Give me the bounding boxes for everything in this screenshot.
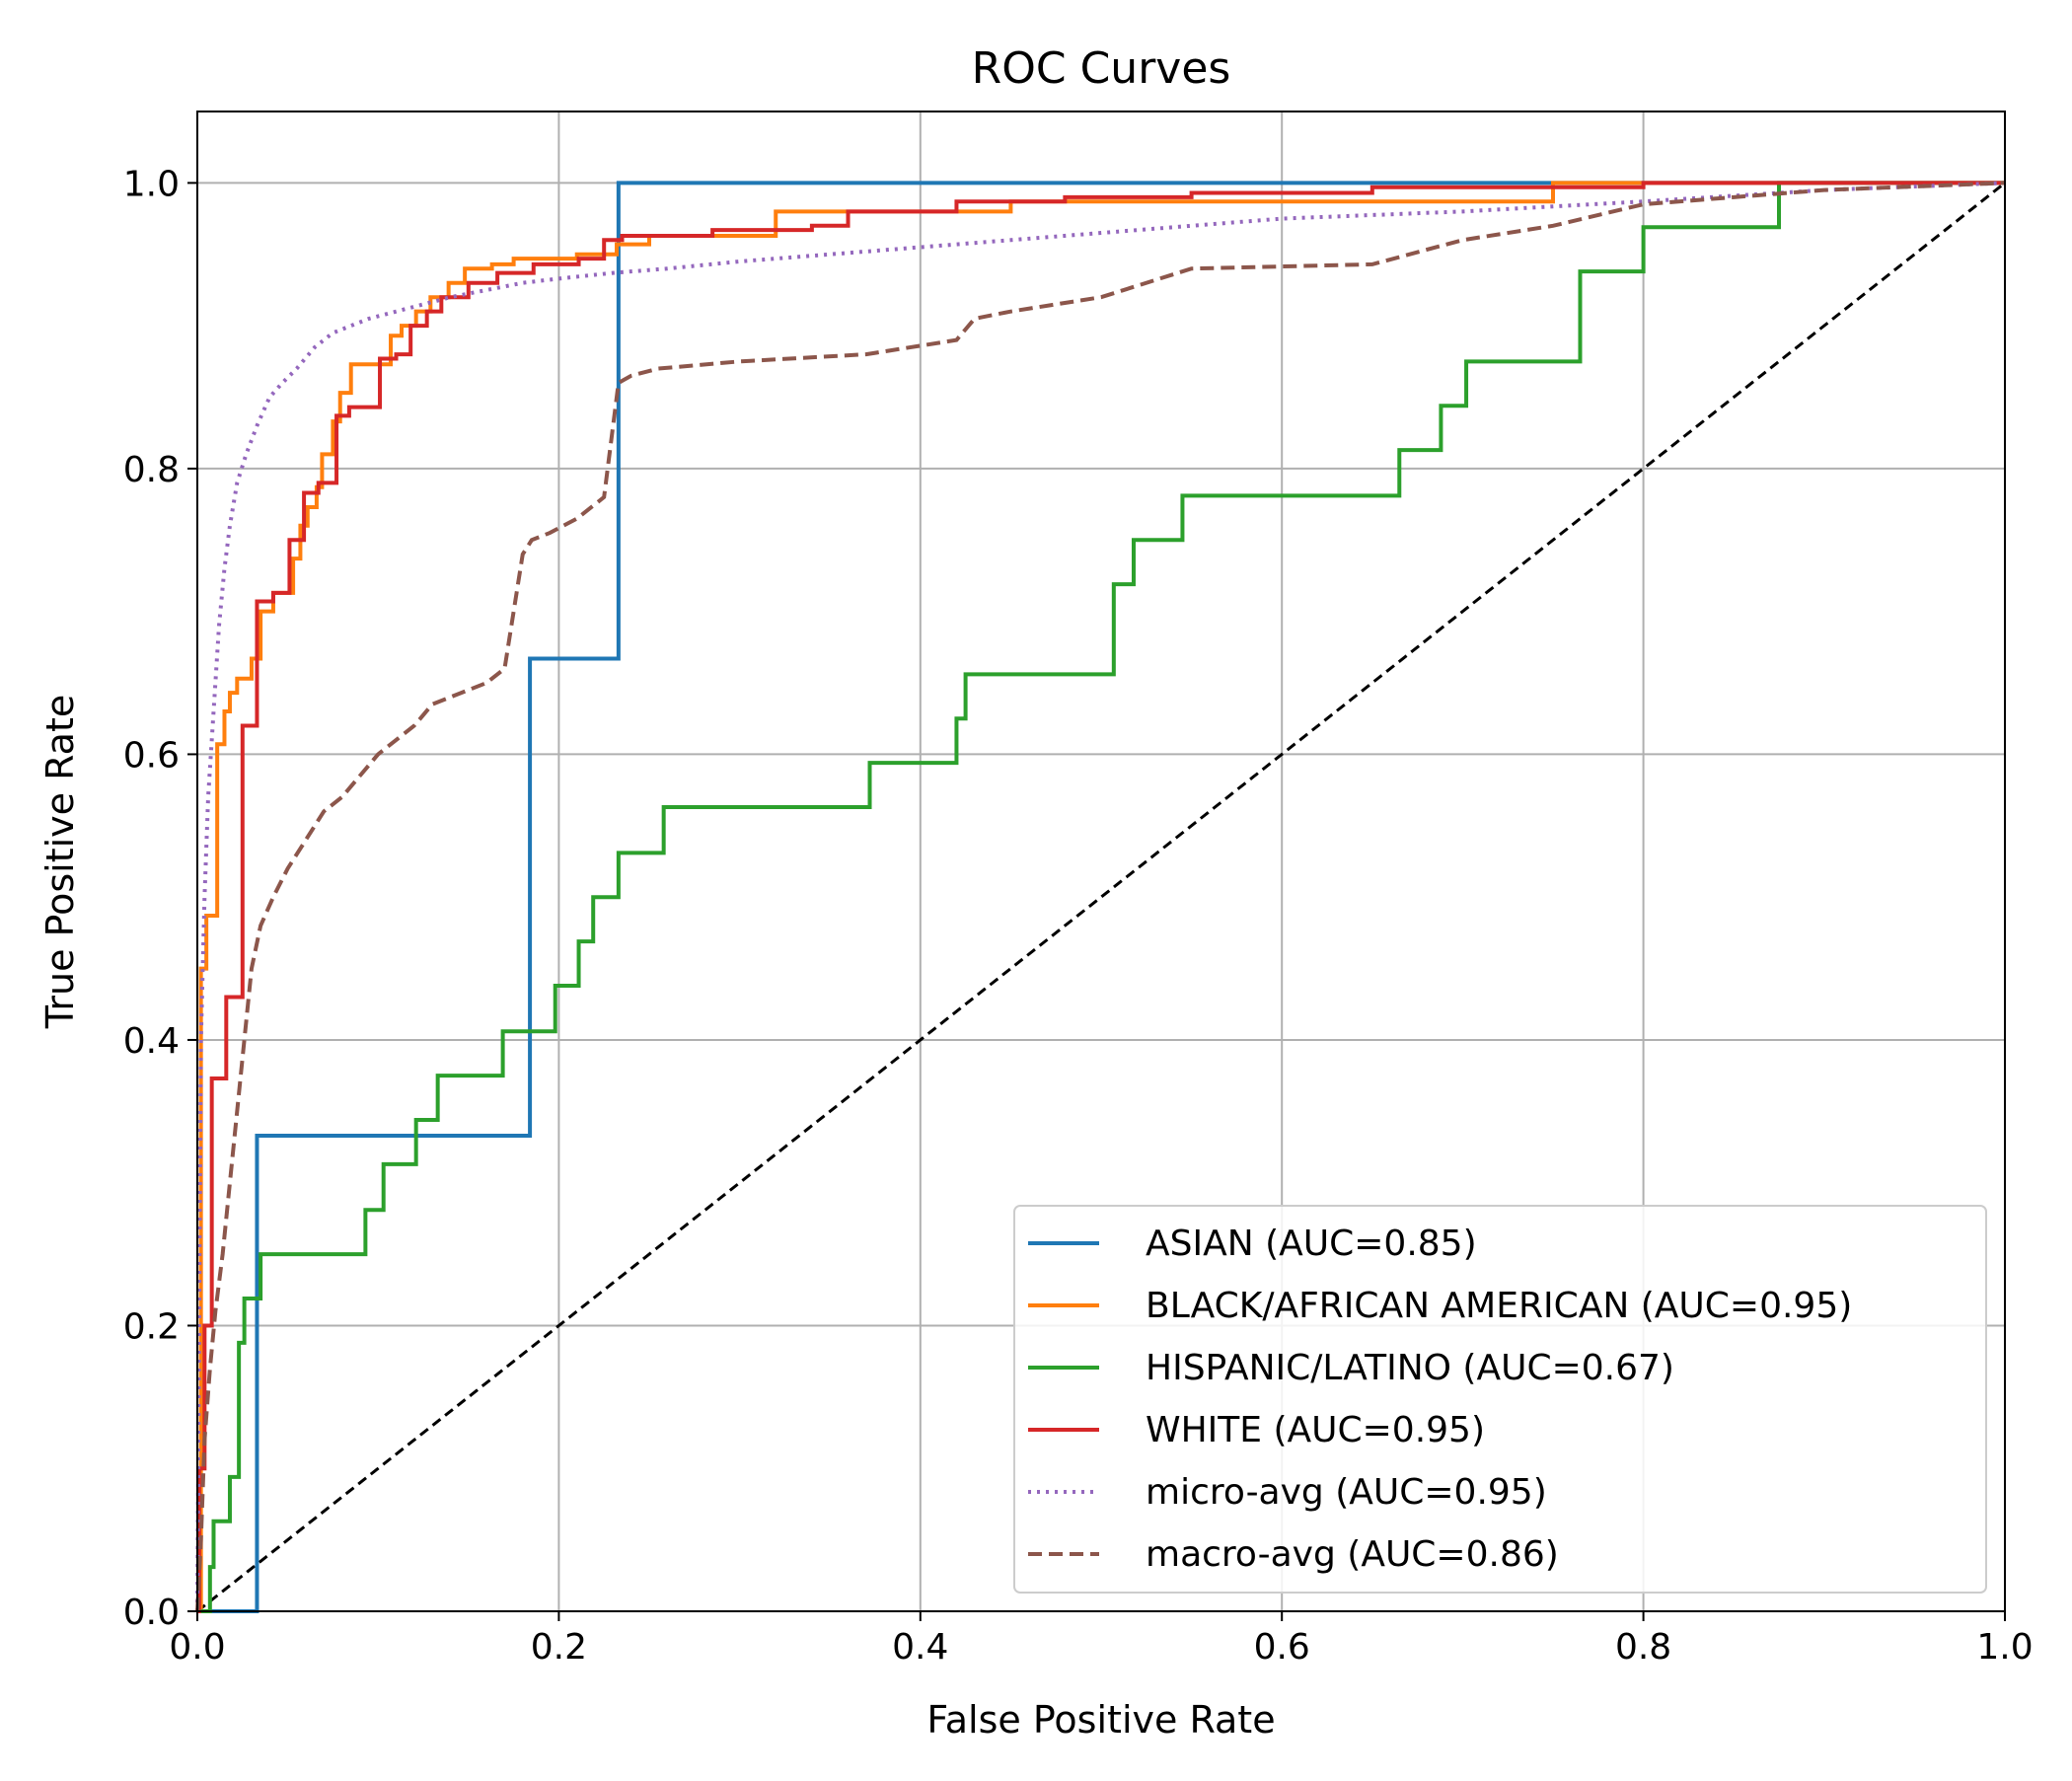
x-tick-label: 0.4 (892, 1627, 948, 1668)
x-tick-label: 0.0 (169, 1627, 225, 1668)
x-tick-label: 1.0 (1976, 1627, 2033, 1668)
series-line-1 (197, 181, 2005, 1613)
series-line-4 (195, 181, 2006, 1612)
y-tick-label: 0.6 (123, 735, 180, 776)
series-line-2 (197, 181, 2005, 1613)
legend-box (1013, 1205, 1987, 1594)
plot-frame (196, 111, 2006, 1612)
series-line-5 (195, 181, 2006, 1612)
legend: ASIAN (AUC=0.85) BLACK/AFRICAN AMERICAN (… (1013, 1205, 1987, 1594)
y-tick-label: 0.2 (123, 1306, 180, 1347)
y-axis-label: True Positive Rate (38, 695, 82, 1030)
reference-diagonal-line (196, 182, 2006, 1613)
legend-label-1: BLACK/AFRICAN AMERICAN (AUC=0.95) (1146, 1286, 1852, 1326)
x-tick-label: 0.6 (1254, 1627, 1310, 1668)
legend-label-3: WHITE (AUC=0.95) (1146, 1410, 1485, 1450)
series-line-3 (196, 181, 2005, 1613)
legend-label-5: macro-avg (AUC=0.86) (1146, 1534, 1559, 1575)
chart-title: ROC Curves (972, 43, 1231, 94)
legend-label-4: micro-avg (AUC=0.95) (1146, 1472, 1547, 1513)
x-axis-label: False Positive Rate (926, 1698, 1275, 1742)
x-tick-label: 0.8 (1615, 1627, 1671, 1668)
series-line-0 (197, 181, 2005, 1613)
legend-label-0: ASIAN (AUC=0.85) (1146, 1224, 1477, 1264)
grid-lines (196, 111, 2006, 1612)
axis-ticks: 0.0 0.2 0.4 0.6 0.8 1.0 0.0 0.2 0.4 0.6 0.8 1.0 (123, 164, 2034, 1668)
y-tick-label: 0.8 (123, 450, 180, 490)
x-tick-label: 0.2 (531, 1627, 587, 1668)
reference-line-layer (196, 182, 2006, 1613)
y-tick-label: 1.0 (123, 164, 180, 204)
y-tick-label: 0.0 (123, 1593, 180, 1633)
y-tick-label: 0.4 (123, 1021, 180, 1062)
series-layer (195, 181, 2006, 1613)
legend-label-2: HISPANIC/LATINO (AUC=0.67) (1146, 1348, 1674, 1388)
